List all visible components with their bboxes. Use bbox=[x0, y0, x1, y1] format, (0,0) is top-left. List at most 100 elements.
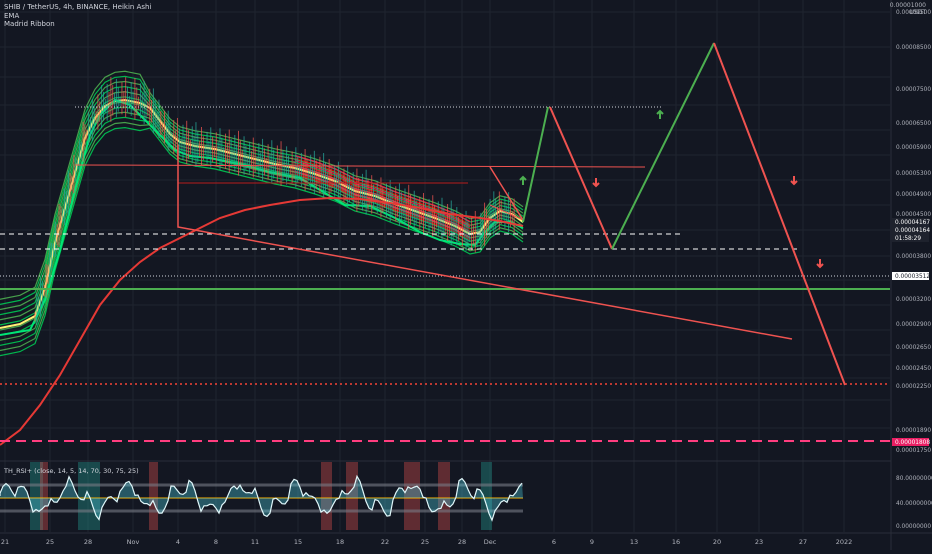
resistance-line bbox=[74, 164, 646, 168]
arrow-head bbox=[519, 175, 527, 181]
price-tick-label: 0.00002900 bbox=[896, 322, 931, 328]
time-tick-label: 23 bbox=[755, 538, 763, 546]
arrow-head bbox=[816, 263, 824, 269]
arrow-down-icon bbox=[790, 176, 798, 186]
time-tick-label: 4 bbox=[176, 538, 180, 546]
price-badge-bg bbox=[892, 234, 929, 242]
price-tick-label: 0.00002250 bbox=[896, 384, 931, 390]
projection-up-2 bbox=[611, 42, 715, 250]
wedge-upper bbox=[489, 166, 524, 221]
price-badge-bg bbox=[892, 218, 929, 226]
rsi-tick-label: 80.00000000 bbox=[896, 476, 932, 482]
time-tick-label: 28 bbox=[84, 538, 92, 546]
price-badge-label: 01:58:29 bbox=[895, 236, 921, 242]
price-tick-label: 0.00005900 bbox=[896, 145, 931, 151]
price-tick-label: 0.00002450 bbox=[896, 366, 931, 372]
rsi-tick-label: 40.00000000 bbox=[896, 501, 932, 507]
time-tick-label: 28 bbox=[458, 538, 466, 546]
rsi-zone bbox=[481, 462, 492, 530]
rsi-zone bbox=[346, 462, 358, 530]
price-badge-label: 0.00004167 bbox=[895, 220, 930, 226]
arrow-head bbox=[790, 180, 798, 186]
arrow-up-icon bbox=[656, 109, 664, 119]
rsi-zone bbox=[404, 462, 420, 530]
time-tick-label: 25 bbox=[421, 538, 429, 546]
price-tick-label: 0.00001890 bbox=[896, 428, 931, 434]
price-tick-label: 0.00003200 bbox=[896, 297, 931, 303]
time-tick-label: 8 bbox=[214, 538, 218, 546]
time-tick-label: 15 bbox=[294, 538, 302, 546]
time-tick-label: 18 bbox=[336, 538, 344, 546]
price-tick-label: 0.00007500 bbox=[896, 87, 931, 93]
time-tick-label: 13 bbox=[630, 538, 638, 546]
wedge-lower bbox=[489, 204, 524, 221]
chart-legend: SHIB / TetherUS, 4h, BINANCE, Heikin Ash… bbox=[4, 3, 151, 29]
price-tick-label: 0.00001750 bbox=[896, 448, 931, 454]
time-tick-label: 22 bbox=[381, 538, 389, 546]
price-tick-label: 0.00009500 bbox=[896, 10, 931, 16]
currency-top-value: 0.00001000 bbox=[889, 2, 926, 9]
price-tick-label: 0.00005300 bbox=[896, 171, 931, 177]
rsi-fill bbox=[0, 476, 523, 521]
rsi-line bbox=[0, 474, 523, 522]
time-tick-label: 2022 bbox=[836, 538, 853, 546]
time-tick-label: 20 bbox=[713, 538, 721, 546]
projection-down-2 bbox=[713, 42, 846, 386]
rsi-zone bbox=[149, 462, 158, 530]
projection-up-1 bbox=[522, 106, 549, 223]
arrow-up-icon bbox=[519, 175, 527, 185]
descending-trendline bbox=[177, 145, 793, 340]
price-tick-label: 0.00008500 bbox=[896, 45, 931, 51]
time-tick-label: 11 bbox=[251, 538, 259, 546]
price-badge-label: 0.00003512 bbox=[895, 274, 930, 280]
ema-line bbox=[0, 196, 524, 446]
rsi-zone bbox=[30, 462, 43, 530]
projection-down-1 bbox=[549, 106, 613, 250]
rsi-zone bbox=[40, 462, 48, 530]
currency-code: USDT bbox=[909, 9, 927, 16]
grid bbox=[0, 0, 890, 532]
rsi-zone bbox=[321, 462, 332, 530]
price-tick-label: 0.00003800 bbox=[896, 254, 931, 260]
price-tick-label: 0.00004900 bbox=[896, 192, 931, 198]
price-badge-bg bbox=[892, 438, 929, 446]
price-badge-label: 0.00004164 bbox=[895, 228, 930, 234]
time-tick-label: Dec bbox=[484, 538, 497, 546]
rsi-tick-label: 0.00000000 bbox=[896, 524, 931, 530]
time-tick-label: 25 bbox=[46, 538, 54, 546]
price-badge: 01:58:29 bbox=[892, 234, 929, 242]
arrow-down-icon bbox=[592, 178, 600, 188]
madrid-ribbon-line bbox=[0, 70, 524, 300]
price-badge: 0.00001808 bbox=[892, 438, 930, 446]
time-tick-label: 6 bbox=[552, 538, 556, 546]
rsi-zone bbox=[438, 462, 450, 530]
rsi-legend[interactable]: TH_RSI+ (close, 14, 5, 14, 70, 30, 75, 2… bbox=[4, 467, 139, 475]
madrid-ribbon-line bbox=[0, 126, 524, 357]
price-badge-bg bbox=[892, 226, 929, 234]
price-tick-label: 0.00002650 bbox=[896, 345, 931, 351]
price-badge-bg bbox=[892, 272, 929, 280]
arrow-down-icon bbox=[816, 259, 824, 269]
price-badge: 0.00003512 bbox=[892, 272, 930, 280]
price-badge: 0.00004164 bbox=[892, 226, 930, 234]
price-axis: 0.00009500 0.00008500 0.00007500 0.00006500… bbox=[890, 0, 932, 550]
price-badge: 0.00004167 bbox=[892, 218, 930, 226]
time-tick-label: 9 bbox=[590, 538, 594, 546]
arrow-head bbox=[656, 109, 664, 115]
price-tick-label: 0.00004500 bbox=[896, 212, 931, 218]
price-tick-label: 0.00006500 bbox=[896, 121, 931, 127]
indicator-ema-label[interactable]: EMA bbox=[4, 11, 20, 20]
arrow-head bbox=[592, 182, 600, 188]
price-badge-label: 0.00001808 bbox=[895, 440, 930, 446]
time-tick-label: 21 bbox=[1, 538, 9, 546]
time-tick-label: 27 bbox=[799, 538, 807, 546]
indicator-madrid-label[interactable]: Madrid Ribbon bbox=[4, 20, 55, 28]
time-tick-label: 16 bbox=[672, 538, 680, 546]
symbol-title[interactable]: SHIB / TetherUS, 4h, BINANCE, Heikin Ash… bbox=[4, 3, 152, 11]
currency-label[interactable]: 0.00001000 USDT bbox=[890, 2, 926, 16]
madrid-ribbon-line bbox=[0, 80, 524, 311]
time-tick-label: Nov bbox=[127, 538, 140, 546]
